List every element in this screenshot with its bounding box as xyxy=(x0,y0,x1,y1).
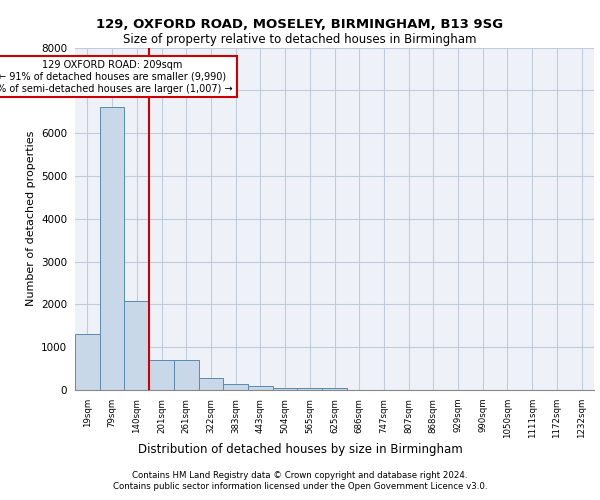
Bar xyxy=(149,360,174,390)
Bar xyxy=(174,360,199,390)
Bar xyxy=(124,301,149,390)
Text: Contains public sector information licensed under the Open Government Licence v3: Contains public sector information licen… xyxy=(113,482,487,491)
Bar xyxy=(248,386,273,390)
Bar xyxy=(298,388,322,390)
Bar xyxy=(223,384,248,390)
Text: 129 OXFORD ROAD: 209sqm
← 91% of detached houses are smaller (9,990)
9% of semi-: 129 OXFORD ROAD: 209sqm ← 91% of detache… xyxy=(0,60,233,94)
Text: Size of property relative to detached houses in Birmingham: Size of property relative to detached ho… xyxy=(123,32,477,46)
Text: Distribution of detached houses by size in Birmingham: Distribution of detached houses by size … xyxy=(137,442,463,456)
Bar xyxy=(322,388,347,390)
Text: Contains HM Land Registry data © Crown copyright and database right 2024.: Contains HM Land Registry data © Crown c… xyxy=(132,471,468,480)
Bar xyxy=(75,334,100,390)
Bar xyxy=(273,388,298,390)
Text: 129, OXFORD ROAD, MOSELEY, BIRMINGHAM, B13 9SG: 129, OXFORD ROAD, MOSELEY, BIRMINGHAM, B… xyxy=(97,18,503,30)
Bar xyxy=(199,378,223,390)
Y-axis label: Number of detached properties: Number of detached properties xyxy=(26,131,35,306)
Bar xyxy=(100,108,124,390)
